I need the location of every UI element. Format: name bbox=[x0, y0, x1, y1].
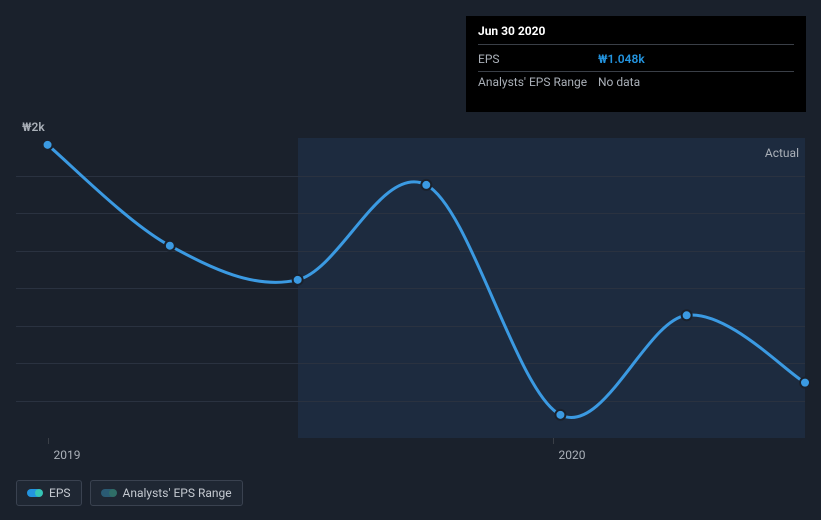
legend-item-label: Analysts' EPS Range bbox=[123, 486, 232, 500]
eps-line-svg bbox=[16, 138, 805, 438]
data-point[interactable] bbox=[421, 180, 431, 190]
tooltip-row-value: No data bbox=[598, 75, 640, 89]
tooltip-row-value: ₩1.048k bbox=[598, 52, 645, 66]
x-axis-label: 2020 bbox=[559, 448, 586, 462]
legend-item-eps[interactable]: EPS bbox=[16, 480, 82, 506]
tooltip-row: Analysts' EPS Range No data bbox=[478, 72, 794, 92]
legend-item-analysts-range[interactable]: Analysts' EPS Range bbox=[90, 480, 243, 506]
data-point[interactable] bbox=[555, 410, 565, 420]
x-tick bbox=[48, 438, 49, 444]
tooltip-row: EPS ₩1.048k bbox=[478, 49, 794, 72]
chart-tooltip: Jun 30 2020 EPS ₩1.048k Analysts' EPS Ra… bbox=[466, 16, 806, 112]
data-point[interactable] bbox=[800, 378, 810, 388]
legend-item-label: EPS bbox=[49, 486, 71, 500]
legend-swatch-icon bbox=[101, 489, 115, 497]
chart-legend: EPS Analysts' EPS Range bbox=[16, 480, 243, 506]
tooltip-row-label: Analysts' EPS Range bbox=[478, 75, 598, 89]
legend-swatch-icon bbox=[27, 489, 41, 497]
data-point[interactable] bbox=[43, 140, 53, 150]
eps-chart[interactable]: Actual bbox=[16, 138, 805, 438]
tooltip-date: Jun 30 2020 bbox=[478, 24, 794, 45]
data-point[interactable] bbox=[165, 241, 175, 251]
x-tick bbox=[553, 438, 554, 444]
data-point[interactable] bbox=[682, 310, 692, 320]
tooltip-row-label: EPS bbox=[478, 52, 598, 66]
x-axis-label: 2019 bbox=[54, 448, 81, 462]
data-point[interactable] bbox=[293, 275, 303, 285]
y-axis-label-top: ₩2k bbox=[22, 120, 45, 134]
